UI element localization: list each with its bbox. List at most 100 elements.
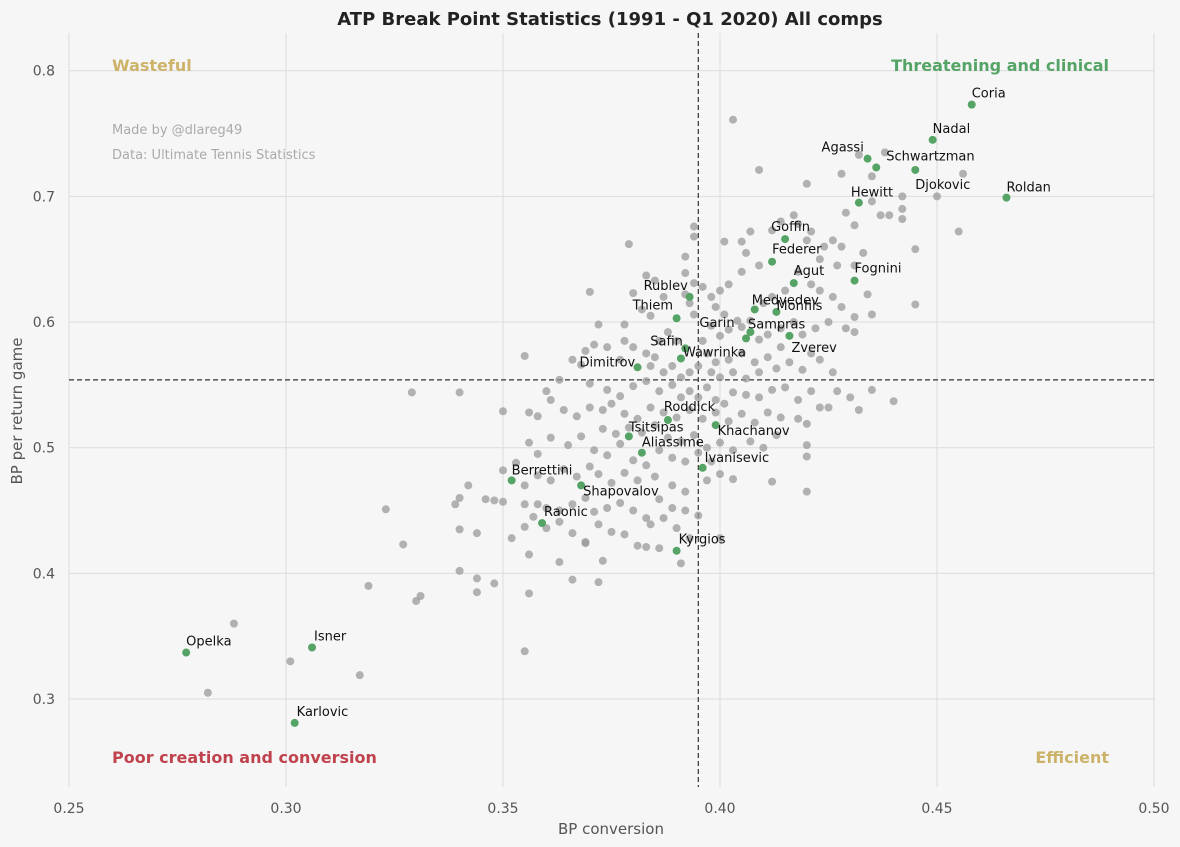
- player-point: [707, 457, 716, 466]
- player-point: [642, 349, 651, 358]
- player-point: [568, 500, 577, 509]
- player-point: [802, 452, 811, 461]
- player-point: [720, 310, 729, 319]
- player-point: [689, 431, 698, 440]
- player-point: [694, 393, 703, 402]
- x-tick-label: 0.40: [704, 801, 735, 817]
- player-point: [594, 320, 603, 329]
- player-point-highlighted: [308, 643, 317, 652]
- player-point: [681, 506, 690, 515]
- player-point: [863, 290, 872, 299]
- player-point-highlighted: [850, 276, 859, 285]
- player-point: [807, 387, 816, 396]
- player-point: [933, 192, 941, 201]
- player-label: Opelka: [186, 635, 231, 650]
- player-point: [555, 517, 564, 526]
- y-tick-label: 0.3: [33, 692, 55, 708]
- player-point: [802, 179, 811, 188]
- player-point: [616, 498, 625, 507]
- player-point: [633, 541, 642, 550]
- player-point: [520, 522, 529, 531]
- player-point: [629, 506, 638, 515]
- player-point: [898, 204, 907, 213]
- player-point: [702, 443, 711, 452]
- player-point: [655, 495, 664, 504]
- player-point: [681, 457, 690, 466]
- player-point: [850, 328, 859, 337]
- player-point: [746, 227, 755, 236]
- player-point: [598, 556, 607, 565]
- player-point: [798, 365, 807, 374]
- player-point: [286, 657, 295, 666]
- player-label: Berrettini: [512, 463, 573, 478]
- player-label: Wawrinka: [683, 345, 746, 360]
- player-point: [724, 355, 733, 364]
- player-point: [729, 115, 738, 124]
- player-point-highlighted: [1002, 193, 1011, 202]
- player-point: [594, 578, 603, 587]
- player-label: Thiem: [632, 298, 673, 313]
- player-point: [811, 324, 820, 333]
- player-point: [594, 470, 603, 479]
- player-point: [698, 414, 707, 423]
- player-point: [455, 388, 464, 397]
- player-point: [959, 169, 968, 178]
- player-point: [685, 387, 694, 396]
- player-label: Nadal: [933, 122, 971, 137]
- y-tick-label: 0.7: [33, 189, 55, 205]
- player-point: [659, 514, 668, 523]
- player-point: [854, 406, 863, 414]
- player-point: [603, 504, 612, 513]
- player-point: [802, 236, 811, 245]
- player-point: [520, 351, 529, 360]
- player-point: [672, 524, 681, 533]
- player-point: [880, 148, 889, 157]
- player-point: [633, 414, 642, 423]
- player-point: [676, 373, 685, 382]
- player-point: [698, 282, 707, 291]
- player-point: [772, 364, 781, 373]
- player-point: [689, 222, 698, 231]
- player-point: [555, 375, 564, 384]
- player-point: [572, 472, 581, 481]
- quadrant-label-poor: Poor creation and conversion: [112, 748, 377, 767]
- player-point: [807, 349, 816, 358]
- player-point: [472, 588, 481, 597]
- player-label: Karlovic: [297, 705, 349, 720]
- player-point: [837, 242, 846, 251]
- player-point: [689, 232, 698, 241]
- player-point-highlighted: [863, 154, 872, 163]
- player-point: [616, 392, 625, 401]
- player-point: [642, 461, 651, 470]
- player-point-highlighted: [872, 163, 881, 172]
- x-tick-label: 0.25: [53, 801, 84, 817]
- player-point: [603, 451, 612, 460]
- player-point: [646, 311, 655, 320]
- player-point: [850, 313, 859, 322]
- player-point-highlighted: [742, 334, 751, 343]
- player-point-highlighted: [637, 448, 646, 457]
- player-point: [399, 540, 408, 549]
- player-point: [755, 368, 764, 377]
- player-point: [512, 458, 521, 467]
- player-label: Zverev: [791, 341, 837, 356]
- player-label: Roldan: [1006, 181, 1050, 196]
- player-point: [724, 417, 733, 426]
- player-point: [681, 487, 690, 496]
- player-point: [533, 500, 542, 509]
- player-point: [620, 336, 629, 345]
- player-point-highlighted: [772, 307, 781, 316]
- player-point: [607, 478, 616, 487]
- player-point: [720, 399, 729, 408]
- player-point: [490, 496, 499, 505]
- player-point: [407, 388, 416, 397]
- player-point: [859, 248, 868, 257]
- player-point: [499, 466, 507, 475]
- player-point: [655, 544, 664, 553]
- player-point: [668, 481, 677, 490]
- player-point: [542, 504, 551, 513]
- player-label: Djokovic: [915, 178, 970, 193]
- player-point: [533, 471, 542, 480]
- player-point-highlighted: [789, 279, 798, 288]
